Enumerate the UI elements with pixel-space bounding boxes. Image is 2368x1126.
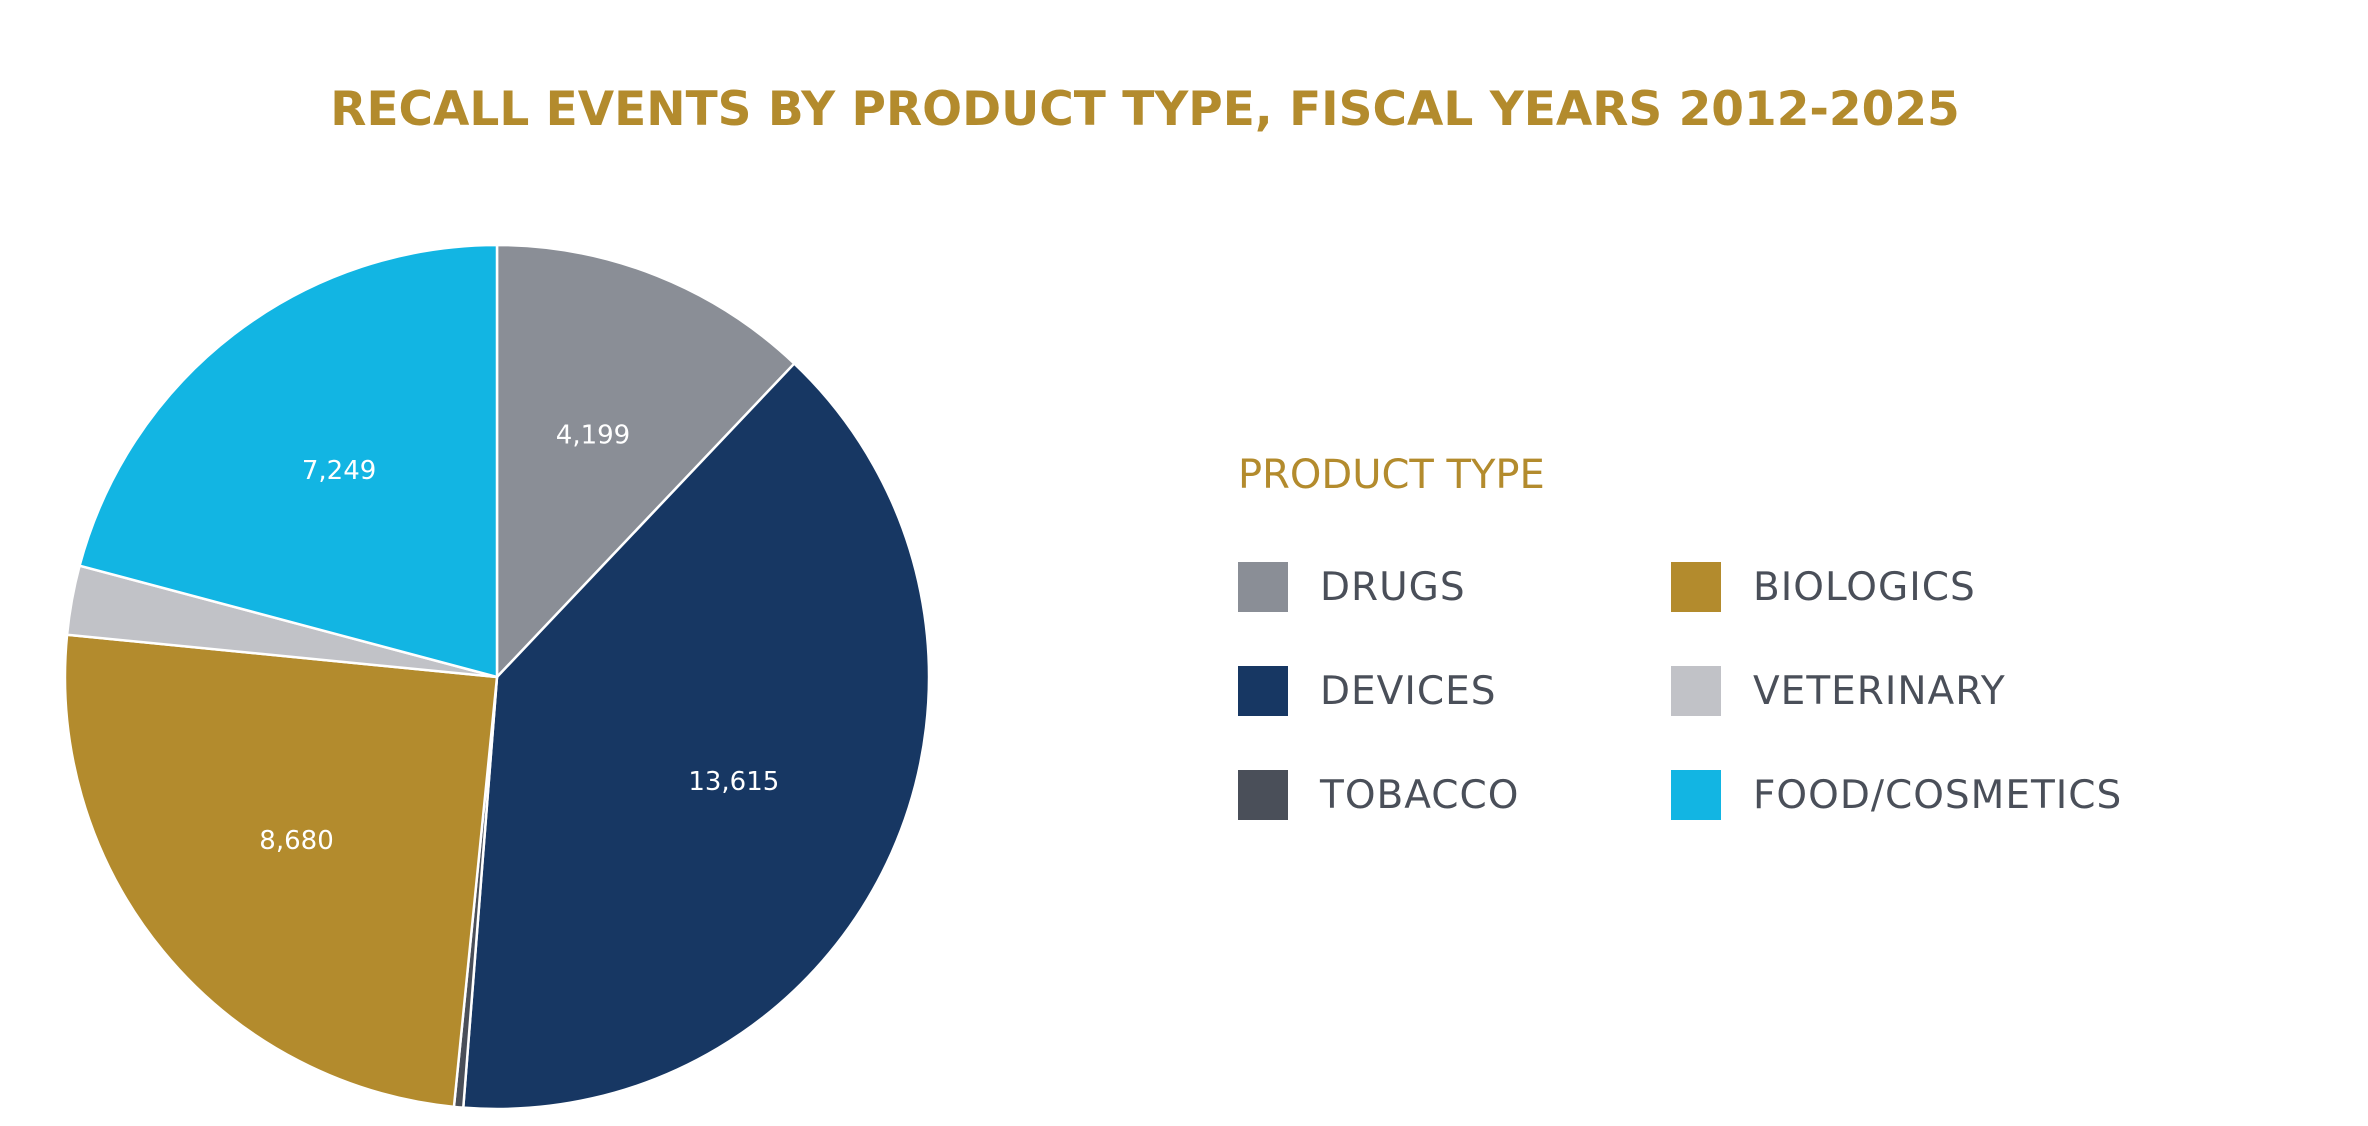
slice-label-food-cosmetics: 7,249 bbox=[302, 456, 376, 486]
legend-label-biologics: BIOLOGICS bbox=[1753, 565, 1976, 610]
legend: PRODUCT TYPE DRUGS BIOLOGICS DEVICES VETERI… bbox=[1238, 452, 2238, 852]
legend-swatch-biologics bbox=[1671, 562, 1721, 612]
legend-swatch-devices bbox=[1238, 666, 1288, 716]
legend-swatch-drugs bbox=[1238, 562, 1288, 612]
pie-chart: 4,199 13,615 8,680 7,249 bbox=[63, 243, 931, 1111]
chart-title: RECALL EVENTS BY PRODUCT TYPE, FISCAL YE… bbox=[330, 82, 1960, 137]
legend-title: PRODUCT TYPE bbox=[1238, 452, 1545, 498]
legend-label-tobacco: TOBACCO bbox=[1320, 773, 1520, 818]
legend-label-food-cosmetics: FOOD/COSMETICS bbox=[1753, 773, 2123, 818]
slice-label-biologics: 8,680 bbox=[259, 826, 333, 856]
pie-slices bbox=[63, 243, 931, 1111]
legend-label-devices: DEVICES bbox=[1320, 669, 1497, 714]
pie-slice-food-cosmetics bbox=[78, 243, 499, 679]
slice-label-devices: 13,615 bbox=[688, 767, 779, 797]
pie-slice-devices bbox=[462, 362, 931, 1111]
slice-label-drugs: 4,199 bbox=[556, 421, 630, 451]
pie-slice-drugs bbox=[495, 243, 796, 679]
legend-label-veterinary: VETERINARY bbox=[1753, 669, 2006, 714]
pie-labels: 4,199 13,615 8,680 7,249 bbox=[259, 421, 779, 856]
pie-slice-biologics bbox=[63, 633, 499, 1109]
legend-label-drugs: DRUGS bbox=[1320, 565, 1466, 610]
legend-swatch-food-cosmetics bbox=[1671, 770, 1721, 820]
legend-swatch-veterinary bbox=[1671, 666, 1721, 716]
legend-swatch-tobacco bbox=[1238, 770, 1288, 820]
